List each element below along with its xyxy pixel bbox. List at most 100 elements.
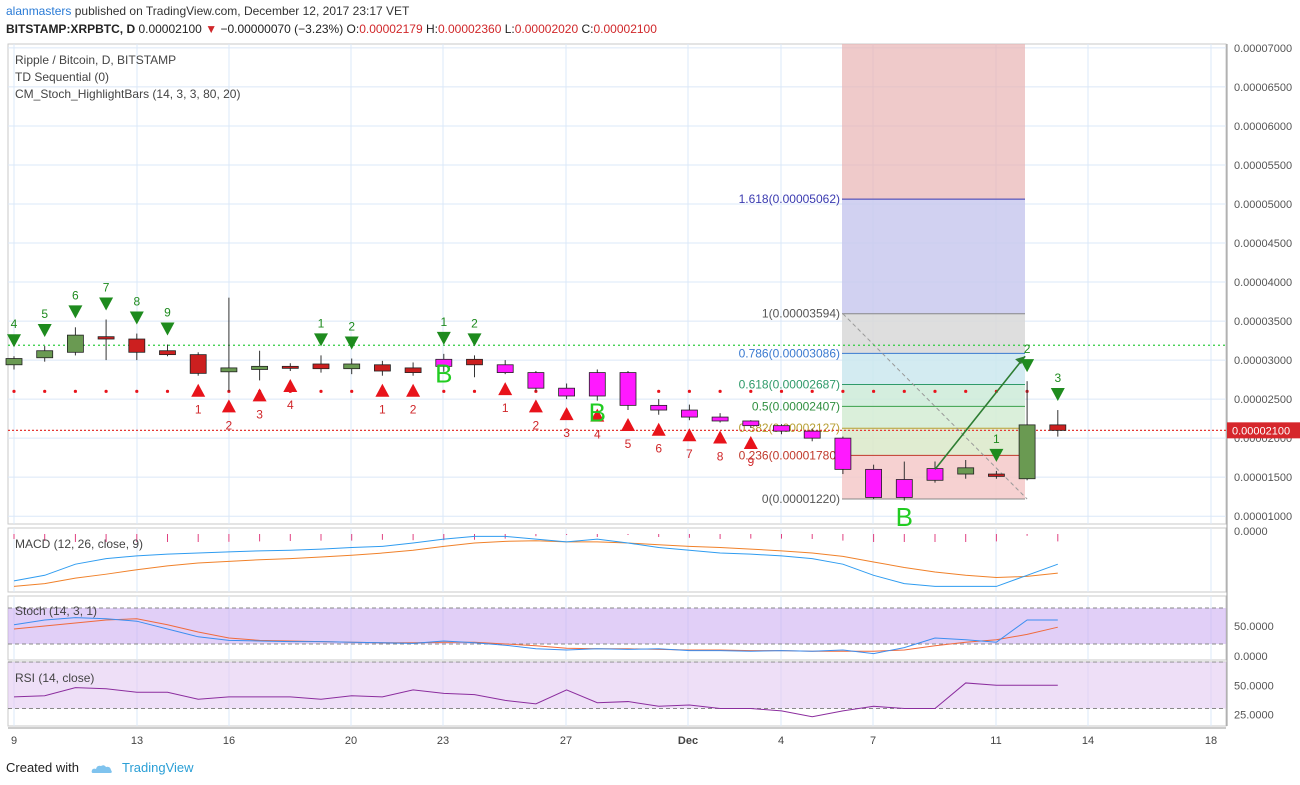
fib-level-label: 0.618(0.00002687) — [739, 378, 840, 392]
support-dot — [442, 389, 446, 393]
macd-legend: MACD (12, 26, close, 9) — [15, 537, 144, 551]
td-legend: TD Sequential (0) — [15, 70, 110, 84]
time-tick-label: 18 — [1205, 735, 1217, 747]
support-dot — [841, 389, 845, 393]
published-text: published on TradingView.com, December 1… — [74, 4, 410, 18]
fib-extension-zone — [842, 44, 1025, 200]
td-sell-triangle — [7, 334, 21, 348]
candle — [1018, 424, 1036, 480]
td-sell-count: 2 — [348, 320, 355, 334]
author-link[interactable]: alanmasters — [6, 4, 72, 18]
candle — [588, 372, 606, 397]
support-dot — [687, 389, 692, 393]
price-tick-label: 0.00004500 — [1234, 238, 1292, 250]
macd-signal-line — [13, 540, 1058, 587]
candle — [988, 473, 1005, 477]
candle — [220, 367, 238, 373]
time-tick-label: Dec — [678, 735, 698, 747]
fib-level-label: 0.786(0.00003086) — [739, 346, 840, 360]
fib-level-label: 1.618(0.00005062) — [739, 192, 840, 206]
td-sell-count: 4 — [11, 317, 18, 331]
price-tick-label: 0.00003000 — [1234, 355, 1292, 367]
macd-line — [13, 535, 1058, 587]
td-sell-count: 5 — [41, 307, 48, 321]
candle — [128, 338, 146, 353]
td-buy-triangle — [406, 383, 421, 397]
close-label: C: — [581, 22, 594, 36]
td-buy-triangle — [283, 379, 298, 393]
b-signal-marker: B — [435, 359, 452, 389]
fib-zone — [842, 313, 1025, 354]
td-buy-count: 4 — [594, 428, 601, 442]
price-tick-label: 0.00003500 — [1234, 316, 1292, 328]
b-signal-marker: B — [896, 502, 913, 532]
fib-level-label: 1(0.00003594) — [762, 307, 840, 321]
support-dot — [749, 389, 753, 393]
rsi-line — [13, 682, 1058, 718]
tradingview-brand-link[interactable]: TradingView — [122, 760, 194, 775]
support-dot — [43, 389, 47, 393]
td-buy-count: 7 — [686, 447, 693, 461]
td-buy-triangle — [651, 422, 666, 436]
time-tick-label: 13 — [131, 735, 143, 747]
chart-canvas[interactable]: 0.00007000 0.00006500 0.00006000 0.00005500… — [0, 40, 1300, 755]
candle — [742, 420, 760, 427]
publish-line: alanmasters published on TradingView.com… — [6, 4, 409, 18]
candle — [373, 364, 391, 372]
support-dot — [472, 389, 477, 393]
support-dot — [810, 389, 814, 393]
td-sell-triangle — [344, 336, 359, 350]
candle — [281, 365, 299, 369]
low-label: L: — [504, 22, 515, 36]
time-tick-label: 11 — [990, 735, 1001, 747]
td-sell-triangle — [436, 331, 451, 345]
support-dot — [657, 389, 661, 393]
support-dot — [350, 389, 354, 393]
candle — [404, 367, 422, 373]
td-buy-triangle — [191, 383, 206, 397]
high-label: H: — [425, 22, 438, 36]
stoch-axis-label: 50.0000 — [1234, 621, 1274, 633]
time-tick-label: 16 — [223, 735, 235, 747]
price-change: −0.00000070 (−3.23%) — [220, 22, 344, 36]
td-buy-count: 1 — [502, 401, 509, 415]
stoch-d-line — [13, 618, 1058, 652]
td-sell-triangle — [467, 333, 482, 347]
stoch-legend: Stoch (14, 3, 1) — [15, 604, 98, 618]
td-buy-count: 2 — [226, 418, 233, 432]
td-buy-count: 2 — [410, 403, 417, 417]
candle — [159, 350, 176, 356]
rsi-legend: RSI (14, close) — [15, 671, 95, 685]
td-sell-count: 9 — [164, 305, 171, 319]
candle — [189, 354, 207, 374]
candle — [650, 404, 668, 411]
b-signal-marker: B — [589, 398, 606, 428]
support-dot — [12, 389, 16, 393]
td-buy-count: 5 — [625, 437, 632, 451]
candle — [496, 364, 514, 373]
price-tick-label: 0.00006000 — [1234, 121, 1292, 133]
support-dot — [718, 389, 722, 393]
td-sell-triangle — [1050, 388, 1065, 402]
td-buy-count: 1 — [379, 403, 386, 417]
candle — [773, 425, 790, 432]
support-dot — [933, 389, 937, 393]
candle — [895, 479, 913, 498]
ohlc-line: BITSTAMP:XRPBTC, D 0.00002100 ▼ −0.00000… — [6, 22, 657, 36]
td-sell-count: 2 — [1024, 342, 1031, 356]
candle — [926, 468, 944, 481]
price-tick-label: 0.00005500 — [1234, 160, 1292, 172]
fib-anchor-line — [842, 313, 1028, 500]
td-buy-count: 6 — [655, 442, 662, 456]
td-sell-count: 3 — [1054, 371, 1061, 385]
support-dot — [779, 389, 784, 393]
td-sell-triangle — [99, 297, 114, 311]
support-dot — [73, 389, 77, 393]
current-price-label: 0.00002100 — [1232, 425, 1290, 437]
low-value: 0.00002020 — [514, 22, 579, 36]
support-dot — [319, 389, 323, 393]
main-legend: Ripple / Bitcoin, D, BITSTAMP — [15, 53, 177, 67]
td-sell-triangle — [1020, 359, 1035, 373]
td-sell-count: 6 — [72, 288, 79, 302]
td-buy-count: 3 — [256, 407, 263, 421]
